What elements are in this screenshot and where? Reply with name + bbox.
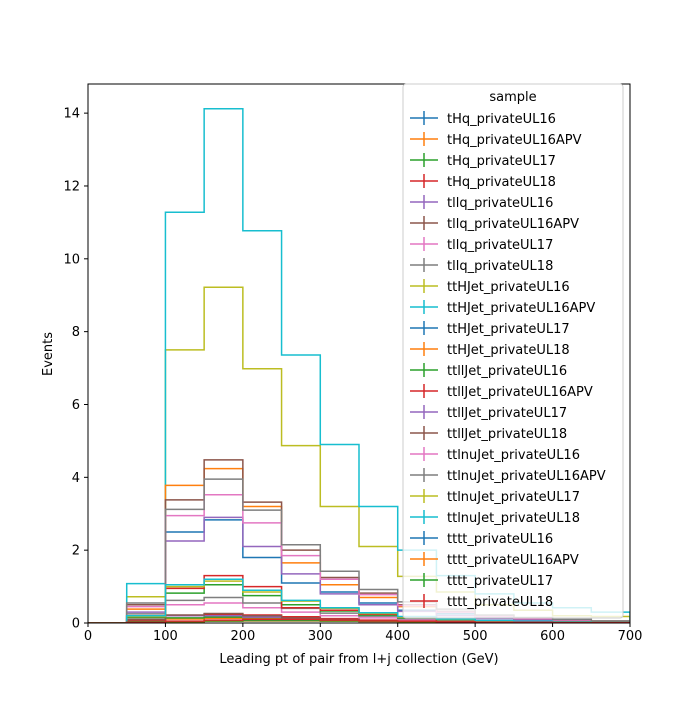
legend-label: ttHJet_privateUL18 (447, 343, 570, 358)
legend-entry: tllq_privateUL16APV (410, 216, 579, 232)
legend-entry: ttllJet_privateUL16APV (410, 384, 593, 400)
x-tick-label: 600 (540, 629, 565, 644)
legend-entry: tttt_privateUL17 (410, 573, 553, 589)
legend-entry: tllq_privateUL18 (410, 258, 553, 274)
legend-entry: ttHJet_privateUL16 (410, 279, 570, 295)
legend-entry: tHq_privateUL18 (410, 174, 556, 190)
legend-label: tHq_privateUL16 (447, 112, 556, 127)
legend-entry: ttlnuJet_privateUL18 (410, 510, 580, 526)
legend-label: ttHJet_privateUL16APV (447, 301, 595, 316)
x-tick-label: 200 (230, 629, 255, 644)
legend-entry: ttHJet_privateUL17 (410, 321, 570, 337)
legend-entry: tttt_privateUL16APV (410, 552, 579, 568)
legend-entry: ttlnuJet_privateUL16 (410, 447, 580, 463)
plot-frame (87, 83, 631, 624)
legend-label: tttt_privateUL17 (447, 574, 553, 589)
y-axis-label: Events (41, 332, 56, 376)
legend-label: ttllJet_privateUL16 (447, 364, 567, 379)
y-axis: 0 2 4 6 8 10 12 14 (63, 107, 88, 632)
legend-label: tttt_privateUL16APV (447, 553, 579, 568)
legend-entry: ttllJet_privateUL18 (410, 426, 567, 442)
y-tick-label: 8 (72, 325, 80, 340)
legend-items: tHq_privateUL16 tHq_privateUL16APV tHq_pri… (410, 111, 606, 610)
series-layer (88, 108, 630, 623)
legend-entry: tllq_privateUL16 (410, 195, 553, 211)
legend-entry: ttllJet_privateUL16 (410, 363, 567, 379)
legend-label: ttlnuJet_privateUL18 (447, 511, 580, 526)
legend-label: tllq_privateUL17 (447, 238, 553, 253)
legend-label: ttllJet_privateUL17 (447, 406, 567, 421)
legend-entry: tHq_privateUL16APV (410, 132, 582, 148)
legend-label: tllq_privateUL16APV (447, 217, 579, 232)
legend-label: tHq_privateUL18 (447, 175, 556, 190)
legend-label: tllq_privateUL16 (447, 196, 553, 211)
x-axis-label: Leading pt of pair from l+j collection (… (219, 652, 498, 667)
legend-label: ttlnuJet_privateUL16APV (447, 469, 606, 484)
y-tick-label: 12 (63, 179, 80, 194)
x-tick-label: 0 (84, 629, 92, 644)
legend-entry: ttHJet_privateUL18 (410, 342, 570, 358)
legend-entry: tHq_privateUL16 (410, 111, 556, 127)
legend-label: tHq_privateUL17 (447, 154, 556, 169)
y-tick-label: 14 (63, 107, 80, 122)
legend-entry: ttlnuJet_privateUL17 (410, 489, 580, 505)
legend-label: ttlnuJet_privateUL16 (447, 448, 580, 463)
legend-label: ttllJet_privateUL18 (447, 427, 567, 442)
x-tick-label: 500 (463, 629, 488, 644)
legend-entry: ttlnuJet_privateUL16APV (410, 468, 606, 484)
y-tick-label: 10 (63, 252, 80, 267)
y-tick-label: 0 (72, 617, 80, 632)
series-line-19 (88, 578, 630, 623)
legend-entry: ttllJet_privateUL17 (410, 405, 567, 421)
legend-entry: tHq_privateUL17 (410, 153, 556, 169)
legend-label: tttt_privateUL16 (447, 532, 553, 547)
legend-box (402, 83, 624, 619)
legend-title: sample (489, 90, 536, 105)
x-tick-label: 700 (618, 629, 643, 644)
y-tick-label: 6 (72, 398, 80, 413)
legend-label: ttHJet_privateUL17 (447, 322, 570, 337)
series-line-23 (88, 618, 630, 623)
legend-entry: tttt_privateUL18 (410, 594, 553, 610)
x-tick-label: 400 (385, 629, 410, 644)
legend-entry: tttt_privateUL16 (410, 531, 553, 547)
y-tick-label: 2 (72, 544, 80, 559)
legend-entry: ttHJet_privateUL16APV (410, 300, 595, 316)
x-tick-label: 300 (308, 629, 333, 644)
legend-label: ttllJet_privateUL16APV (447, 385, 593, 400)
legend-entry: tllq_privateUL17 (410, 237, 553, 253)
legend-label: tllq_privateUL18 (447, 259, 553, 274)
x-axis: 0 100 200 300 400 500 600 700 (84, 623, 643, 644)
y-tick-label: 4 (72, 471, 80, 486)
legend-label: tHq_privateUL16APV (447, 133, 582, 148)
x-tick-label: 100 (153, 629, 178, 644)
legend-label: tttt_privateUL18 (447, 595, 553, 610)
legend-label: ttlnuJet_privateUL17 (447, 490, 580, 505)
legend: sample tHq_privateUL16 tHq_privateUL16APV… (402, 83, 624, 619)
legend-label: ttHJet_privateUL16 (447, 280, 570, 295)
